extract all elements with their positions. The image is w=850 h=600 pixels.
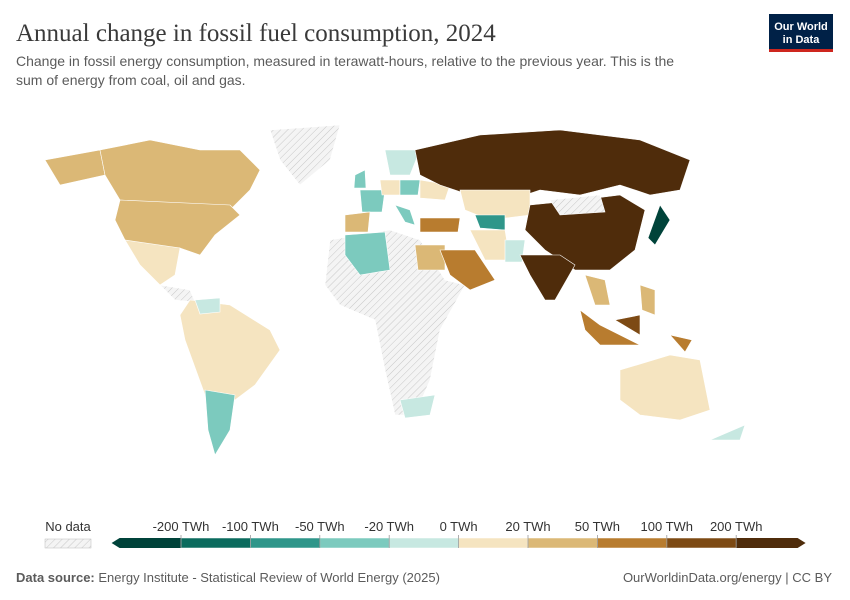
legend-bin: [736, 538, 806, 548]
legend-tick-label: -200 TWh: [153, 519, 210, 534]
legend-bin: [111, 538, 181, 548]
subtitle: sum of energy from coal, oil and gas.: [16, 72, 246, 88]
region: [99, 139, 261, 211]
region: [669, 334, 693, 353]
region: [194, 297, 221, 315]
legend-tick-label: 200 TWh: [710, 519, 763, 534]
region: [179, 299, 281, 401]
logo-stripe: [769, 49, 833, 52]
region: [44, 149, 106, 186]
region: [159, 284, 196, 303]
region: [353, 169, 367, 189]
region: [344, 211, 371, 233]
legend-tick-label: 20 TWh: [505, 519, 550, 534]
region: [474, 214, 506, 231]
region: [114, 199, 241, 256]
source-text: Energy Institute - Statistical Review of…: [98, 570, 440, 585]
region: [584, 274, 611, 306]
region: [439, 249, 496, 291]
legend-bin: [597, 537, 668, 549]
region: [459, 189, 531, 221]
legend-bin: [666, 537, 737, 549]
region: [399, 179, 421, 196]
region: [504, 239, 526, 263]
legend-tick-label: -50 TWh: [295, 519, 345, 534]
footer-url[interactable]: OurWorldinData.org/energy | CC BY: [623, 570, 832, 585]
legend-bin: [319, 537, 390, 549]
no-data-swatch: [44, 538, 92, 549]
region: [414, 129, 691, 201]
legend-tick-label: 50 TWh: [575, 519, 620, 534]
legend: No data -200 TWh -100 TWh -50 TWh -20 TWh 0 …: [44, 519, 806, 549]
region: [379, 179, 401, 196]
region: [519, 254, 576, 301]
source: Data source: Energy Institute - Statisti…: [16, 570, 440, 585]
region: [124, 239, 181, 286]
source-label: Data source:: [16, 570, 95, 585]
legend-tick-label: -100 TWh: [222, 519, 279, 534]
region: [269, 124, 341, 186]
region: [394, 204, 416, 226]
title: Annual change in fossil fuel consumption…: [16, 20, 496, 47]
region: [639, 284, 656, 316]
region: [549, 194, 606, 216]
legend-bin: [527, 537, 598, 549]
legend-bin: [180, 537, 251, 549]
region: [614, 314, 641, 336]
legend-bin: [458, 537, 529, 549]
region: [204, 389, 236, 456]
logo[interactable]: Our World in Data: [769, 14, 833, 52]
legend-tick-label: -20 TWh: [364, 519, 414, 534]
legend-bin: [388, 537, 459, 549]
region: [399, 394, 436, 419]
logo-text: in Data: [783, 34, 821, 46]
region: [619, 354, 711, 421]
legend-tick-label: 100 TWh: [641, 519, 694, 534]
region: [579, 309, 641, 346]
region: [414, 244, 446, 271]
subtitle: Change in fossil energy consumption, mea…: [16, 53, 674, 69]
region: [344, 231, 391, 276]
logo-box: [769, 14, 833, 52]
legend-tick-label: 0 TWh: [440, 519, 478, 534]
map: [44, 124, 746, 456]
region: [419, 217, 461, 233]
legend-bin: [250, 537, 321, 549]
region: [384, 149, 421, 176]
no-data-label: No data: [45, 519, 91, 534]
region: [709, 424, 746, 441]
logo-text: Our World: [774, 21, 828, 33]
region: [359, 189, 386, 213]
region: [647, 204, 671, 246]
